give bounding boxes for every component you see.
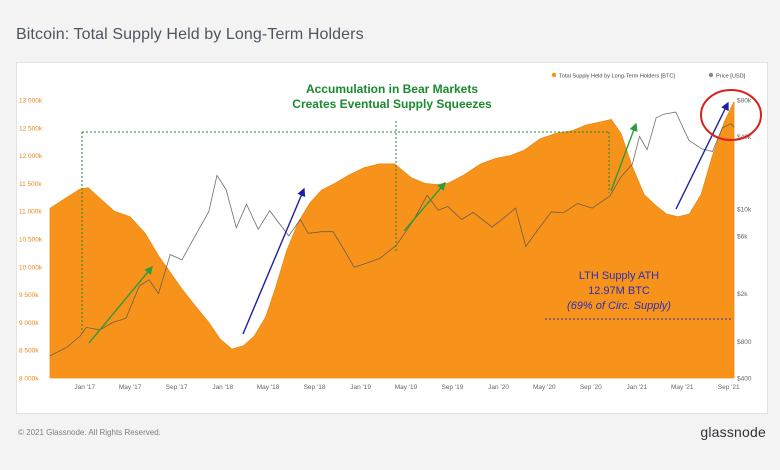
- x-tick-label: May '20: [533, 384, 556, 391]
- y-left-tick-label: 12 500k: [19, 125, 43, 132]
- x-tick-label: Sep '17: [166, 384, 188, 391]
- x-tick-label: Sep '18: [304, 384, 326, 391]
- blue-arrow-2018: [242, 187, 306, 335]
- x-tick-label: May '21: [671, 384, 694, 391]
- x-tick-label: Jan '17: [74, 384, 95, 391]
- blue-arrow-2021: [675, 101, 729, 210]
- y-left-tick-label: 11 000k: [19, 209, 42, 216]
- legend-dot-lth: [551, 72, 557, 78]
- y-left-tick-label: 9 000k: [19, 320, 39, 327]
- x-tick-label: Jan '20: [488, 384, 509, 391]
- page-title: Bitcoin: Total Supply Held by Long-Term …: [16, 26, 364, 43]
- x-tick-label: Jan '21: [626, 384, 647, 391]
- x-tick-label: Jan '19: [350, 384, 371, 391]
- lth-supply-area: [49, 101, 735, 379]
- legend-dot-price: [708, 72, 714, 78]
- y-right-tick-label: $400: [737, 376, 752, 383]
- green-arrow-2019: [403, 181, 446, 232]
- y-right-tick-label: $800: [737, 339, 752, 346]
- ath-note: (69% of Circ. Supply): [567, 300, 671, 312]
- headline-line2: Creates Eventual Supply Squeezes: [292, 97, 492, 111]
- legend-label-lth: Total Supply Held by Long-Term Holders […: [559, 74, 675, 80]
- y-right-tick-label: $6k: [737, 233, 748, 240]
- copyright-text: © 2021 Glassnode. All Rights Reserved.: [18, 428, 161, 437]
- y-left-tick-label: 8 500k: [19, 348, 39, 355]
- x-tick-label: Sep '19: [442, 384, 464, 391]
- y-left-tick-label: 12 000k: [19, 153, 43, 160]
- y-right-tick-label: $2k: [737, 291, 748, 298]
- x-tick-label: May '18: [257, 384, 280, 391]
- y-left-tick-label: 13 000k: [19, 98, 43, 105]
- green-arrow-2017: [88, 265, 153, 344]
- x-tick-label: Sep '21: [718, 384, 740, 391]
- x-tick-label: Sep '20: [580, 384, 602, 391]
- headline-line1: Accumulation in Bear Markets: [306, 82, 478, 96]
- legend-label-price: Price [USD]: [716, 74, 746, 80]
- x-tick-label: Jan '18: [212, 384, 233, 391]
- ath-highlight-circle: [700, 89, 762, 141]
- glassnode-logo[interactable]: glassnode: [700, 424, 766, 440]
- y-left-tick-label: 10 500k: [19, 237, 43, 244]
- y-right-tick-label: $10k: [737, 207, 752, 214]
- y-left-tick-label: 8 000k: [19, 376, 39, 383]
- y-right-tick-label: $80k: [737, 98, 752, 105]
- ath-title: LTH Supply ATH: [579, 270, 659, 282]
- x-tick-label: May '17: [119, 384, 142, 391]
- y-left-tick-label: 10 000k: [19, 264, 43, 271]
- y-left-tick-label: 11 500k: [19, 181, 42, 188]
- green-arrow-2020: [610, 122, 638, 192]
- x-tick-label: May '19: [395, 384, 418, 391]
- y-left-tick-label: 9 500k: [19, 292, 39, 299]
- ath-value: 12.97M BTC: [588, 285, 650, 297]
